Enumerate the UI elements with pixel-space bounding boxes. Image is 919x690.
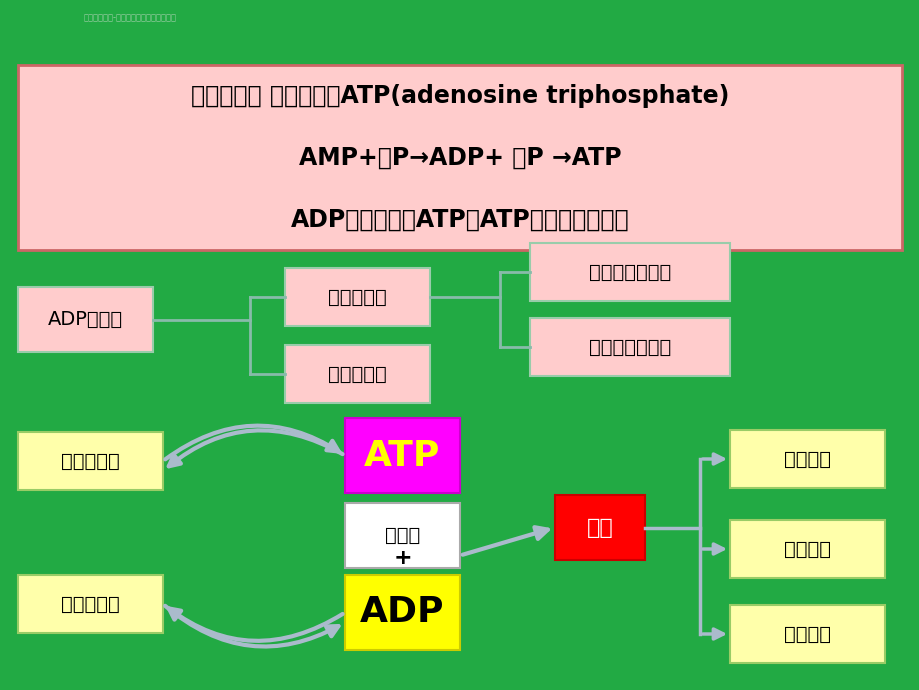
FancyArrowPatch shape <box>702 629 722 639</box>
Text: ATP: ATP <box>364 439 440 473</box>
FancyBboxPatch shape <box>729 605 884 663</box>
FancyBboxPatch shape <box>285 268 429 326</box>
FancyBboxPatch shape <box>345 418 460 493</box>
Text: 热能释放: 热能释放 <box>783 624 830 644</box>
FancyBboxPatch shape <box>345 575 460 650</box>
FancyBboxPatch shape <box>729 430 884 488</box>
Text: 低能化合物: 低能化合物 <box>61 451 119 471</box>
FancyBboxPatch shape <box>18 65 901 250</box>
Text: 细胞合成: 细胞合成 <box>783 449 830 469</box>
FancyArrowPatch shape <box>165 426 338 460</box>
Text: 电子传递磷酸化: 电子传递磷酸化 <box>588 337 670 357</box>
Text: 磷酸根: 磷酸根 <box>384 526 420 545</box>
FancyArrowPatch shape <box>702 454 722 464</box>
Text: 能量: 能量 <box>586 518 613 538</box>
Text: 氧化磷酸化: 氧化磷酸化 <box>328 288 387 306</box>
FancyBboxPatch shape <box>285 345 429 403</box>
Text: ADP磷酸化: ADP磷酸化 <box>48 310 123 329</box>
FancyBboxPatch shape <box>18 575 163 633</box>
FancyArrowPatch shape <box>168 431 342 466</box>
FancyArrowPatch shape <box>169 609 342 641</box>
FancyBboxPatch shape <box>529 318 729 376</box>
FancyBboxPatch shape <box>18 287 153 352</box>
Text: 生活污水处理-二级处理：微生物知识课件: 生活污水处理-二级处理：微生物知识课件 <box>84 14 176 23</box>
FancyBboxPatch shape <box>18 432 163 490</box>
Text: ADP: ADP <box>360 595 444 629</box>
FancyBboxPatch shape <box>345 503 460 568</box>
FancyArrowPatch shape <box>702 544 722 554</box>
FancyBboxPatch shape <box>554 495 644 560</box>
Text: AMP+～P→ADP+ ～P →ATP: AMP+～P→ADP+ ～P →ATP <box>299 146 620 170</box>
Text: 生理需要: 生理需要 <box>783 540 830 558</box>
Text: 高能化合物: 高能化合物 <box>61 595 119 613</box>
FancyBboxPatch shape <box>529 243 729 301</box>
FancyArrowPatch shape <box>462 527 548 555</box>
Text: 底物水平磷酸堖: 底物水平磷酸堖 <box>588 262 670 282</box>
Text: 能量循环： 三磷酸腺苷ATP(adenosine triphosphate): 能量循环： 三磷酸腺苷ATP(adenosine triphosphate) <box>190 84 729 108</box>
FancyArrowPatch shape <box>165 606 338 647</box>
Text: 光合磷酸化: 光合磷酸化 <box>328 364 387 384</box>
FancyBboxPatch shape <box>729 520 884 578</box>
Text: +: + <box>392 548 412 568</box>
Text: ADP磷酸化生成ATP；ATP水解产生能量。: ADP磷酸化生成ATP；ATP水解产生能量。 <box>290 208 629 232</box>
